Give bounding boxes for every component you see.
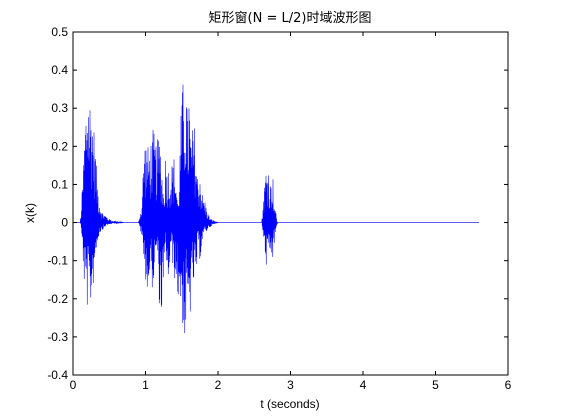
y-tick-label: 0.1 bbox=[51, 177, 68, 191]
x-axis-label: t (seconds) bbox=[260, 397, 319, 411]
y-tick-label: 0.3 bbox=[51, 101, 68, 115]
plot-area: 0 1 2 3 4 5 6 -0.4 -0.3 -0.2 -0.1 0 0.1 0.2 0.3 0.4 0.5 bbox=[47, 25, 511, 392]
y-tick-label: 0.2 bbox=[51, 139, 68, 153]
x-tick-label: 5 bbox=[432, 378, 439, 392]
x-tick-label: 0 bbox=[70, 378, 77, 392]
y-tick-label: 0 bbox=[61, 216, 68, 230]
y-tick-label: -0.1 bbox=[47, 254, 68, 268]
y-tick-label: 0.5 bbox=[51, 25, 68, 39]
x-tick-label: 6 bbox=[505, 378, 512, 392]
y-tick-label: -0.3 bbox=[47, 330, 68, 344]
x-tick-label: 4 bbox=[360, 378, 367, 392]
y-axis-label: x(k) bbox=[23, 203, 37, 223]
waveform-series-line bbox=[73, 84, 479, 333]
y-tick-label: 0.4 bbox=[51, 63, 68, 77]
x-tick-label: 3 bbox=[287, 378, 294, 392]
axes-background bbox=[73, 32, 508, 375]
y-tick-label: -0.2 bbox=[47, 292, 68, 306]
x-tick-label: 1 bbox=[142, 378, 149, 392]
y-tick-label: -0.4 bbox=[47, 368, 68, 382]
chart-title: 矩形窗(N = L/2)时域波形图 bbox=[209, 10, 372, 26]
x-tick-label: 2 bbox=[215, 378, 222, 392]
